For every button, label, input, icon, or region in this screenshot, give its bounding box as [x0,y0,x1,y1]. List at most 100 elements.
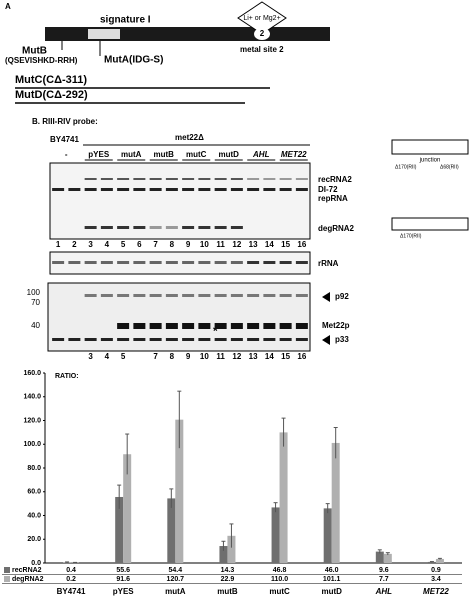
lane-number: 16 [297,352,306,361]
lane-number: 11 [216,240,225,249]
protein-label: Met22p [322,321,350,330]
gel-band [263,294,275,297]
gel-band [198,261,210,264]
band-label: repRNA [318,194,348,203]
bar [280,432,288,563]
table-value: 0.2 [66,576,76,583]
gel-band [101,226,113,229]
gel-band [231,294,243,297]
gel-band [166,294,178,297]
legend-label: recRNA2 [12,567,42,574]
gel-band [85,188,97,191]
x-tick-label: mutD [321,587,342,596]
bar [272,507,280,563]
gel-band [133,178,145,180]
gel-band [247,294,259,297]
inset-label: Δ68(RII) [440,164,459,170]
gel-band [133,294,145,297]
gel-band [150,294,162,297]
signature-label: signature I [100,15,151,26]
gel-band [85,178,97,180]
lane-number: 9 [186,352,191,361]
table-value: 0.4 [66,567,76,574]
inset-deg [392,218,468,230]
marker-label: 40 [31,321,40,330]
inset-label: Δ170(RII) [395,164,417,170]
gel-band [150,338,162,341]
gel-band [133,188,145,191]
gel-band [101,188,113,191]
table-value: 9.6 [379,567,389,574]
lane-number: 7 [153,240,158,249]
gel-band [166,188,178,191]
table-value: 7.7 [379,576,389,583]
gel-band [166,261,178,264]
gel-band [182,188,194,191]
bar [167,498,175,563]
lane-number: 8 [170,352,175,361]
band-label: degRNA2 [318,224,355,233]
gel-band [52,338,64,341]
lane-number: 2 [72,240,77,249]
bar [324,508,332,563]
gel-band [117,338,129,341]
gel-band [52,261,64,264]
gel-band [101,261,113,264]
y-tick-label: 80.0 [27,465,41,472]
gel-band [296,178,308,180]
lane-number: 3 [88,240,93,249]
lane-header: mutD [219,150,240,159]
gel-band [198,323,210,329]
gel-band [215,294,227,297]
metal-ion: Li+ or Mg2+ [243,15,280,22]
gel-band [296,323,308,329]
gel-band [182,261,194,264]
table-value: 3.4 [431,576,441,583]
gel-band [296,188,308,191]
y-tick-label: 0.0 [31,560,41,567]
y-tick-label: 140.0 [23,394,41,401]
lane-number: 4 [105,240,110,249]
gel-band [117,226,129,229]
lane-number: 5 [121,352,126,361]
protein-label: p92 [335,292,349,301]
gel-band [150,261,162,264]
gel-band [182,178,194,180]
table-value: 46.0 [325,567,339,574]
gel-band [85,294,97,297]
gel-band [280,338,292,341]
marker-label: 100 [27,288,41,297]
gel-band [117,294,129,297]
x-tick-label: mutB [217,587,238,596]
gel-band [280,323,292,329]
gel-band [150,178,162,180]
gel-band [247,261,259,264]
x-tick-label: AHL [375,587,393,596]
lane-number: 8 [170,240,175,249]
gel-band [247,338,259,341]
legend-swatch [4,576,10,582]
lane-number: 14 [265,352,274,361]
mutant-label: met22Δ [175,133,204,142]
signature-box [88,29,120,39]
lane-number: 10 [200,240,209,249]
mutb-label: MutB [22,46,47,57]
gel-band [52,188,64,191]
lane-number: 14 [265,240,274,249]
table-value: 110.0 [271,576,288,583]
panel-b-title: B. RIII-RIV probe: [32,117,98,126]
gel-band [296,261,308,264]
gel-band [101,178,113,180]
arrowhead [322,335,330,345]
gel-band [231,323,243,329]
protein-label: p33 [335,335,349,344]
gel-band [133,261,145,264]
gel-band [85,226,97,229]
gel-band [182,338,194,341]
gel-band [263,188,275,191]
band-label: DI-72 [318,185,338,194]
lane-number: 6 [137,240,142,249]
gel-band [150,323,162,329]
gel-band [215,188,227,191]
mutc-label: MutC(CΔ-311) [15,74,87,86]
